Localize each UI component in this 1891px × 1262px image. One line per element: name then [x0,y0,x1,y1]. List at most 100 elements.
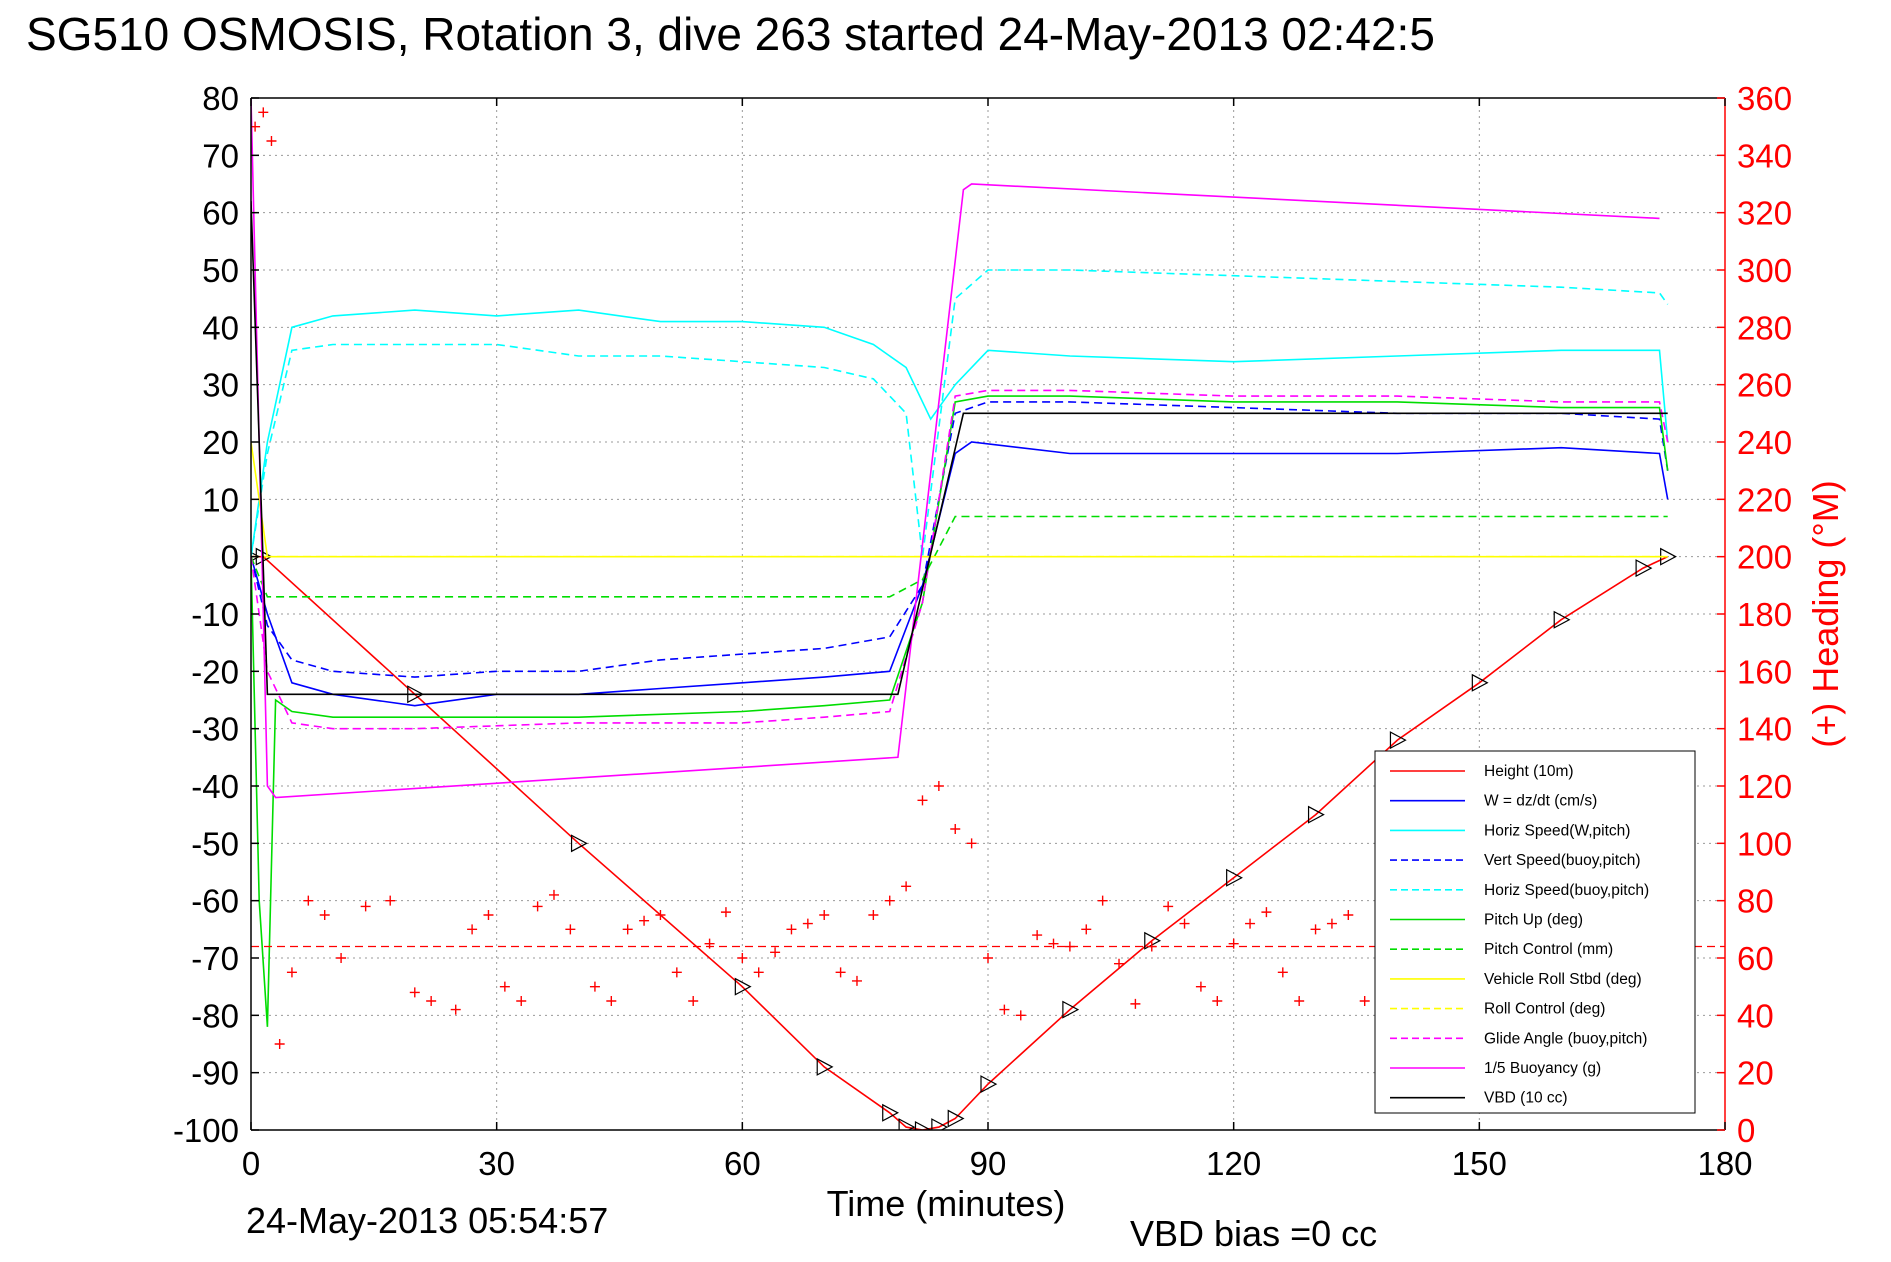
y-tick-label: 10 [202,481,239,518]
heading-point [901,881,912,892]
footer-timestamp: 24-May-2013 05:54:57 [246,1200,608,1241]
heading-point [1228,938,1239,949]
heading-point [1195,981,1206,992]
legend: Height (10m) W = dz/dt (cm/s) Horiz Speed(… [1374,750,1696,1114]
heading-point [1048,938,1059,949]
right-y-tick-label: 160 [1737,653,1792,690]
right-y-tick-label: 120 [1737,768,1792,805]
series-pitch-up-deg [251,395,1669,1027]
right-y-tick-label: 100 [1737,825,1792,862]
heading-point [409,987,420,998]
legend-label: Horiz Speed(W,pitch) [1484,822,1630,839]
legend-label: Pitch Up (deg) [1484,912,1583,929]
heading-point [258,107,269,118]
heading-point [589,981,600,992]
heading-point [606,996,617,1006]
heading-point [1097,895,1108,906]
y-tick-label: -30 [191,711,239,748]
y-tick-label: -80 [191,997,239,1034]
legend-box [1374,750,1696,1114]
heading-point [868,910,879,920]
legend-label: 1/5 Buoyancy (g) [1484,1060,1601,1077]
heading-point [753,967,764,978]
series-pitch-control-mm [251,515,1668,598]
right-y-tick-label: 0 [1737,1112,1755,1149]
height-marker [1062,1000,1080,1019]
legend-label: Roll Control (deg) [1484,1001,1605,1018]
y-tick-label: 70 [202,137,239,174]
legend-label: Vehicle Roll Stbd (deg) [1484,971,1642,988]
series-height-10m [251,555,1669,1130]
right-y-tick-label: 280 [1737,309,1792,346]
y-tick-label: -70 [191,940,239,977]
heading-point [688,996,699,1006]
heading-point [1343,910,1354,920]
heading-point [385,895,396,906]
right-y-tick-label: 320 [1737,195,1792,232]
y-tick-label: 80 [202,80,239,117]
series-glide-angle-buoy-pitch [251,389,1669,730]
heading-point [1064,941,1075,952]
heading-point [622,924,633,935]
heading-point [1245,918,1256,929]
heading-point [1310,924,1321,935]
legend-label: Height (10m) [1484,763,1574,780]
legend-label: Glide Angle (buoy,pitch) [1484,1030,1647,1047]
heading-point [950,824,961,834]
height-marker [914,1121,932,1130]
right-y-tick-label: 360 [1737,80,1792,117]
y-tick-label: -100 [173,1112,239,1149]
heading-point [467,924,478,935]
right-y-tick-label: 180 [1737,596,1792,633]
heading-point [639,915,650,926]
legend-label: Vert Speed(buoy,pitch) [1484,852,1641,869]
heading-point [835,967,846,978]
series-w-dz-dt-cm-s [251,441,1669,707]
heading-point [933,781,944,791]
height-marker [1635,559,1653,578]
right-y-tick-label: 220 [1737,481,1792,518]
right-y-tick-label: 20 [1737,1055,1774,1092]
right-y-tick-label: 240 [1737,424,1792,461]
footer-vbd-bias: VBD bias =0 cc [1130,1213,1377,1254]
heading-point [1146,941,1157,952]
right-y-tick-label: 140 [1737,711,1792,748]
heading-point [851,975,862,986]
heading-point [671,967,682,978]
y-tick-label: 0 [221,539,239,576]
heading-point [1179,918,1190,929]
series-vbd-10-cc [251,201,1668,696]
y-tick-label: -60 [191,883,239,920]
heading-point [1277,967,1288,978]
x-tick-label: 0 [242,1145,260,1182]
height-marker [570,834,588,853]
series-layer [251,98,1677,1130]
heading-point [548,889,559,900]
heading-point [1359,996,1370,1006]
legend-label: Pitch Control (mm) [1484,941,1613,958]
heading-point [1130,998,1141,1009]
heading-point [360,901,371,912]
height-marker [816,1057,834,1076]
heading-point [565,924,576,935]
x-tick-label: 120 [1206,1145,1261,1182]
heading-point [1015,1010,1026,1021]
legend-label: VBD (10 cc) [1484,1090,1568,1107]
height-marker [1389,731,1407,750]
heading-point [1081,924,1092,935]
right-y-tick-label: 80 [1737,883,1774,920]
right-y-tick-label: 40 [1737,997,1774,1034]
heading-point [1294,996,1305,1006]
heading-point [983,953,993,963]
heading-point [499,981,510,992]
heading-point [786,924,797,935]
series-horiz-speed-w-pitch [251,309,1669,557]
heading-point [1261,907,1272,918]
legend-label: W = dz/dt (cm/s) [1484,793,1597,810]
height-marker [1553,610,1571,629]
y-tick-label: 30 [202,367,239,404]
x-tick-label: 150 [1452,1145,1507,1182]
heading-point [319,910,330,920]
series-vert-speed-buoy-pitch [251,401,1669,678]
